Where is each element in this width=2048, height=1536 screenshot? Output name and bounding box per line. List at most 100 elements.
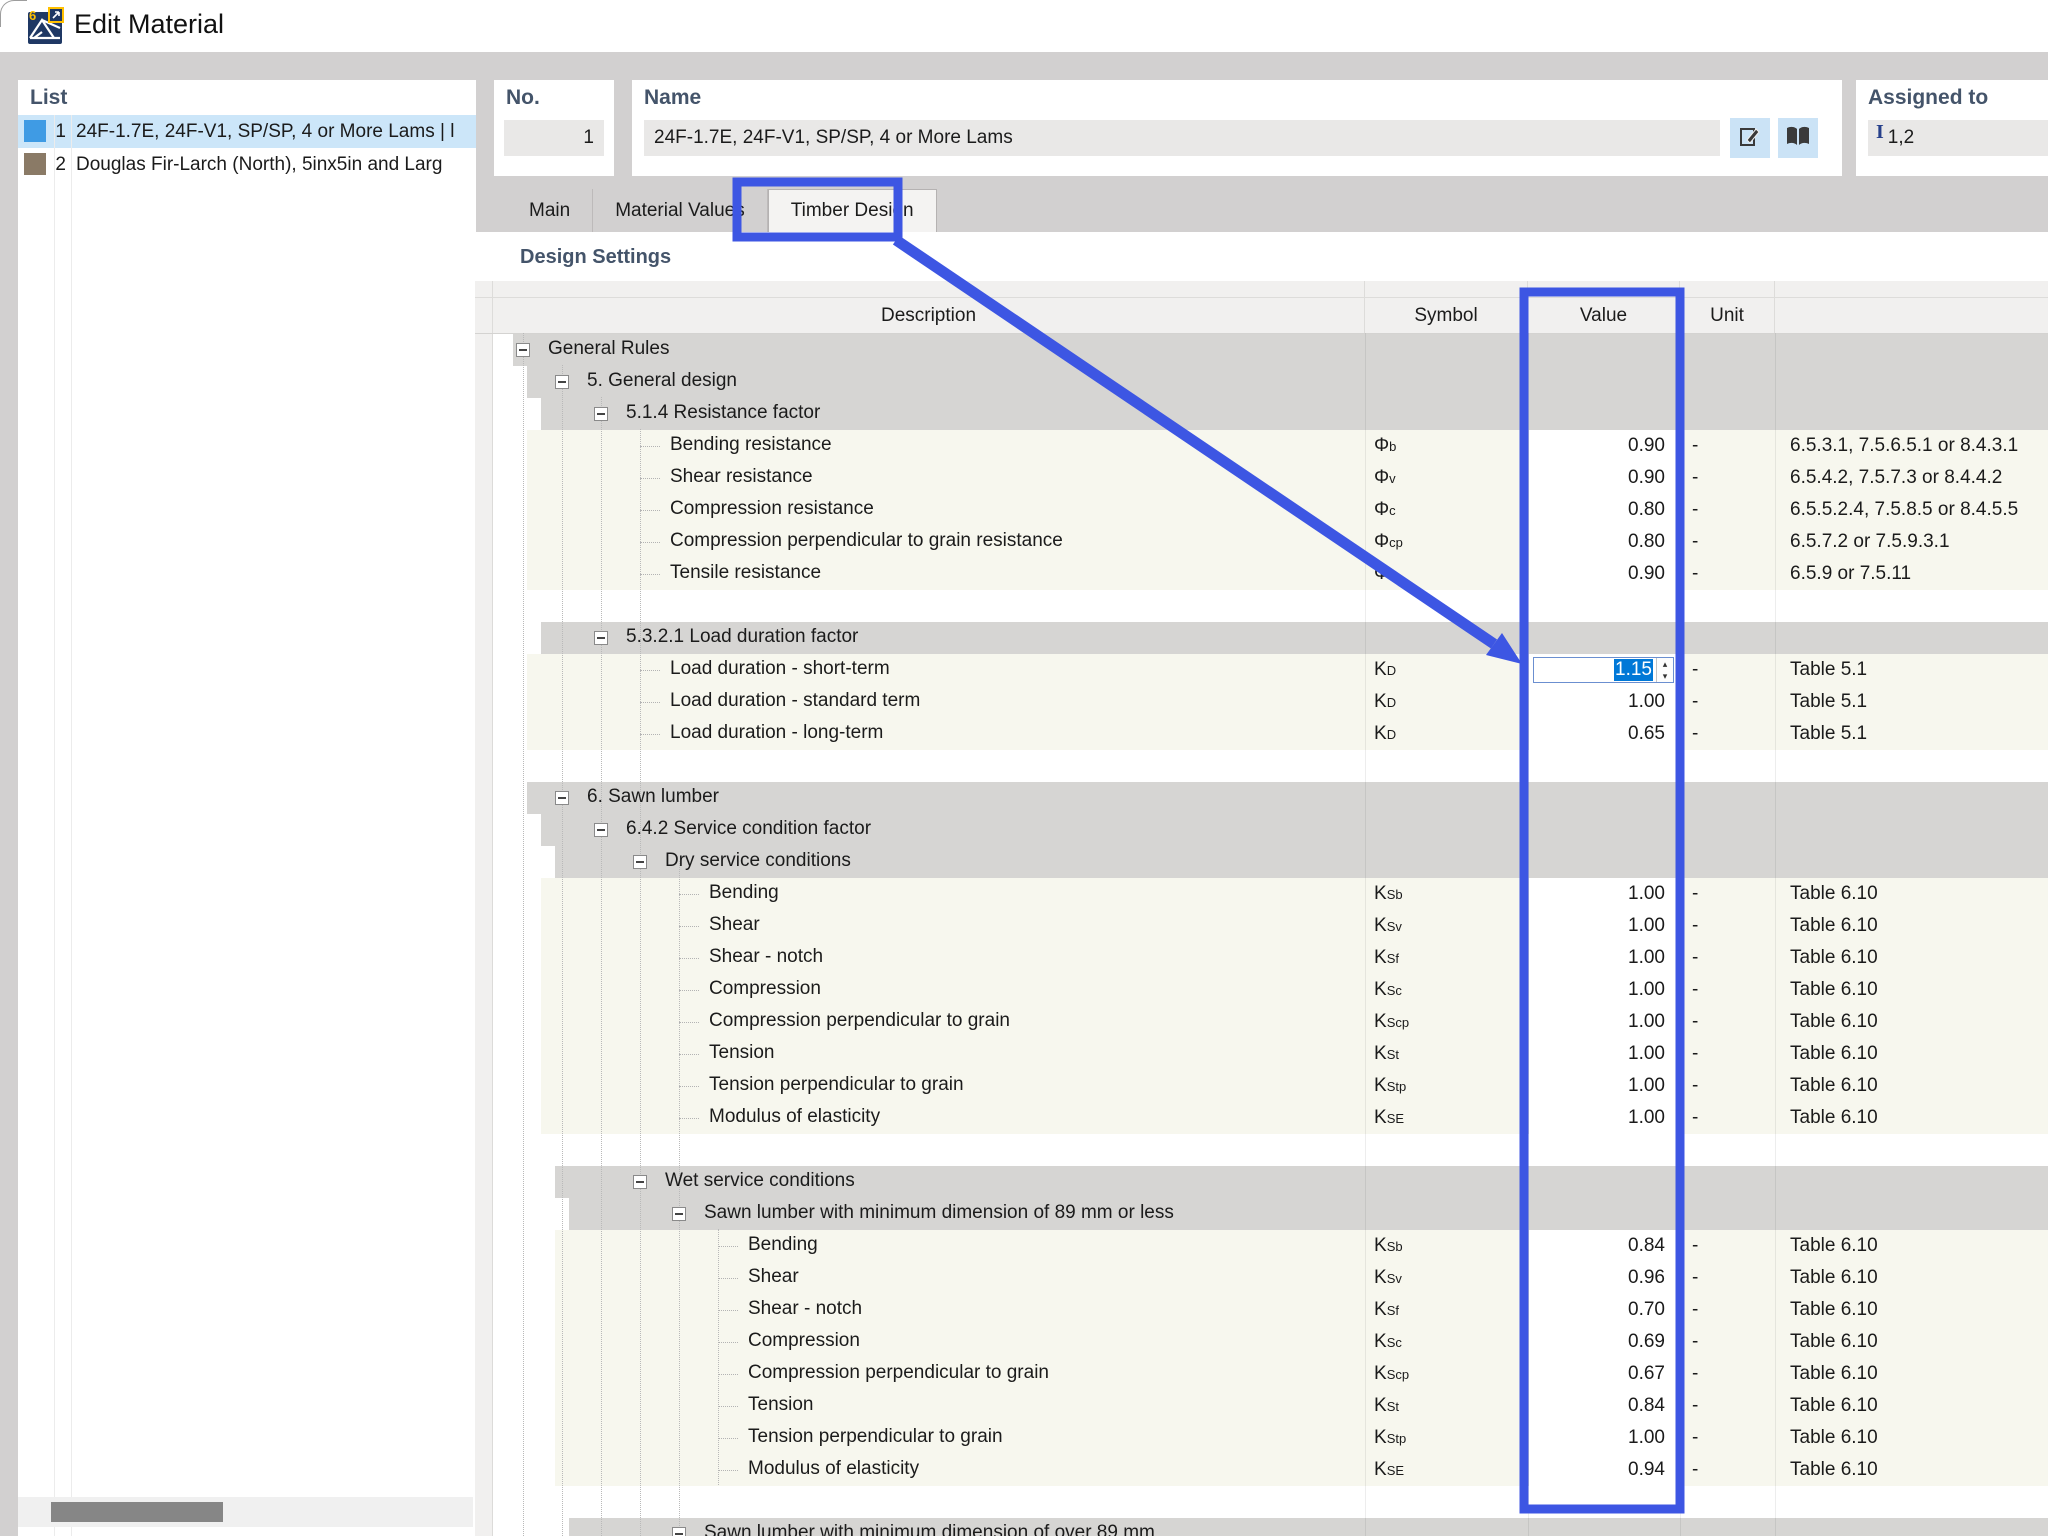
value-cell[interactable]: 1.00 bbox=[1528, 878, 1680, 910]
group-label: 5. General design bbox=[587, 370, 737, 391]
group-label: Dry service conditions bbox=[665, 850, 851, 871]
collapse-toggle[interactable] bbox=[555, 791, 569, 805]
collapse-toggle[interactable] bbox=[555, 375, 569, 389]
column-header-description[interactable]: Description bbox=[493, 298, 1365, 333]
value-cell[interactable]: 0.84 bbox=[1528, 1390, 1680, 1422]
group-row: Wet service conditions bbox=[475, 1166, 2048, 1198]
collapse-toggle[interactable] bbox=[672, 1207, 686, 1221]
tab-material-values[interactable]: Material Values bbox=[593, 189, 768, 232]
empty-row bbox=[475, 1486, 2048, 1518]
value-spin-input[interactable]: 1.15 ▴ ▾ bbox=[1533, 657, 1674, 683]
value-cell[interactable]: 0.80 bbox=[1528, 526, 1680, 558]
table-row: Compression perpendicular to grain resis… bbox=[475, 526, 2048, 558]
table-row: Modulus of elasticity K SE 0.94 - Table 6… bbox=[475, 1454, 2048, 1486]
assigned-to-label: Assigned to bbox=[1868, 86, 1989, 109]
parameter-label: Shear resistance bbox=[670, 466, 813, 487]
parameter-label: Compression perpendicular to grain bbox=[748, 1362, 1049, 1383]
parameter-label: Modulus of elasticity bbox=[748, 1458, 920, 1479]
value-cell[interactable]: 1.15 ▴ ▾ bbox=[1528, 654, 1680, 686]
value-cell[interactable]: 1.00 bbox=[1528, 686, 1680, 718]
reference-cell: 6.5.7.2 or 7.5.9.3.1 bbox=[1790, 531, 1950, 552]
group-row: Sawn lumber with minimum dimension of ov… bbox=[475, 1518, 2048, 1536]
material-name-field[interactable]: 24F-1.7E, 24F-V1, SP/SP, 4 or More Lams bbox=[644, 120, 1720, 156]
value-cell[interactable]: 1.00 bbox=[1528, 1102, 1680, 1134]
library-button[interactable] bbox=[1778, 118, 1818, 158]
reference-cell: Table 6.10 bbox=[1790, 915, 1878, 936]
horizontal-scrollbar[interactable] bbox=[18, 1497, 476, 1527]
collapse-toggle[interactable] bbox=[594, 823, 608, 837]
collapse-toggle[interactable] bbox=[633, 1175, 647, 1189]
list-item[interactable]: 2 Douglas Fir-Larch (North), 5inx5in and … bbox=[18, 148, 476, 181]
list-item-name: Douglas Fir-Larch (North), 5inx5in and L… bbox=[76, 153, 443, 175]
tab-timber-design[interactable]: Timber Design bbox=[767, 189, 937, 232]
value-cell[interactable]: 0.67 bbox=[1528, 1358, 1680, 1390]
column-header-symbol[interactable]: Symbol bbox=[1365, 298, 1528, 333]
rename-button[interactable] bbox=[1730, 118, 1770, 158]
value-cell[interactable]: 0.69 bbox=[1528, 1326, 1680, 1358]
value-cell[interactable]: 1.00 bbox=[1528, 1070, 1680, 1102]
column-header-unit[interactable]: Unit bbox=[1680, 298, 1775, 333]
table-row: Modulus of elasticity K SE 1.00 - Table 6… bbox=[475, 1102, 2048, 1134]
reference-cell: Table 5.1 bbox=[1790, 723, 1868, 744]
collapse-toggle[interactable] bbox=[672, 1527, 686, 1536]
table-row: Tension K St 1.00 - Table 6.10 bbox=[475, 1038, 2048, 1070]
unit-cell: - bbox=[1692, 1459, 1699, 1480]
value-cell[interactable]: 0.80 bbox=[1528, 494, 1680, 526]
material-number-field[interactable]: 1 bbox=[504, 120, 604, 156]
value-cell[interactable]: 0.90 bbox=[1528, 558, 1680, 590]
list-item[interactable]: 1 24F-1.7E, 24F-V1, SP/SP, 4 or More Lams… bbox=[18, 115, 476, 148]
value-cell[interactable]: 0.84 bbox=[1528, 1230, 1680, 1262]
value-text: 0.96 bbox=[1628, 1267, 1665, 1288]
unit-cell: - bbox=[1692, 723, 1699, 744]
material-color-swatch bbox=[24, 153, 46, 175]
list-column-divider bbox=[54, 115, 55, 1536]
column-header-value[interactable]: Value bbox=[1528, 298, 1680, 333]
unit-cell: - bbox=[1692, 1043, 1699, 1064]
spin-up-icon[interactable]: ▴ bbox=[1662, 658, 1668, 669]
value-cell[interactable]: 0.94 bbox=[1528, 1454, 1680, 1486]
value-cell[interactable]: 0.65 bbox=[1528, 718, 1680, 750]
collapse-toggle[interactable] bbox=[633, 855, 647, 869]
spin-down-icon[interactable]: ▾ bbox=[1662, 670, 1668, 681]
assigned-to-panel: Assigned to I 1,2 bbox=[1856, 80, 2048, 176]
assigned-to-field[interactable]: I 1,2 bbox=[1868, 120, 2048, 156]
value-cell[interactable]: 1.00 bbox=[1528, 1006, 1680, 1038]
collapse-toggle[interactable] bbox=[516, 343, 530, 357]
unit-cell: - bbox=[1692, 1395, 1699, 1416]
reference-cell: Table 6.10 bbox=[1790, 1011, 1878, 1032]
value-cell[interactable]: 1.00 bbox=[1528, 942, 1680, 974]
value-cell[interactable]: 1.00 bbox=[1528, 1038, 1680, 1070]
reference-cell: Table 5.1 bbox=[1790, 659, 1868, 680]
reference-cell: Table 5.1 bbox=[1790, 691, 1868, 712]
spinner-buttons[interactable]: ▴ ▾ bbox=[1656, 658, 1673, 682]
dialog-title: Edit Material bbox=[74, 9, 225, 39]
value-cell[interactable]: 0.90 bbox=[1528, 462, 1680, 494]
unit-cell: - bbox=[1692, 1075, 1699, 1096]
unit-cell: - bbox=[1692, 531, 1699, 552]
value-text: 0.94 bbox=[1628, 1459, 1665, 1480]
tab-main[interactable]: Main bbox=[507, 189, 594, 232]
value-cell[interactable]: 1.00 bbox=[1528, 1422, 1680, 1454]
group-row: 5. General design bbox=[475, 366, 2048, 398]
value-cell[interactable]: 0.90 bbox=[1528, 430, 1680, 462]
group-row: 5.3.2.1 Load duration factor bbox=[475, 622, 2048, 654]
list-item-number: 2 bbox=[55, 153, 66, 175]
table-row: Bending K Sb 1.00 - Table 6.10 bbox=[475, 878, 2048, 910]
collapse-toggle[interactable] bbox=[594, 631, 608, 645]
value-cell[interactable]: 1.00 bbox=[1528, 910, 1680, 942]
material-list: 1 24F-1.7E, 24F-V1, SP/SP, 4 or More Lams… bbox=[18, 115, 476, 181]
value-cell[interactable]: 0.70 bbox=[1528, 1294, 1680, 1326]
group-row: General Rules bbox=[475, 334, 2048, 366]
collapse-toggle[interactable] bbox=[594, 407, 608, 421]
reference-cell: Table 6.10 bbox=[1790, 947, 1878, 968]
value-cell[interactable]: 1.00 bbox=[1528, 974, 1680, 1006]
unit-cell: - bbox=[1692, 659, 1699, 680]
value-text: 1.00 bbox=[1628, 979, 1665, 1000]
scrollbar-thumb[interactable] bbox=[51, 1502, 223, 1522]
value-cell[interactable]: 0.96 bbox=[1528, 1262, 1680, 1294]
svg-text:6: 6 bbox=[29, 8, 36, 23]
